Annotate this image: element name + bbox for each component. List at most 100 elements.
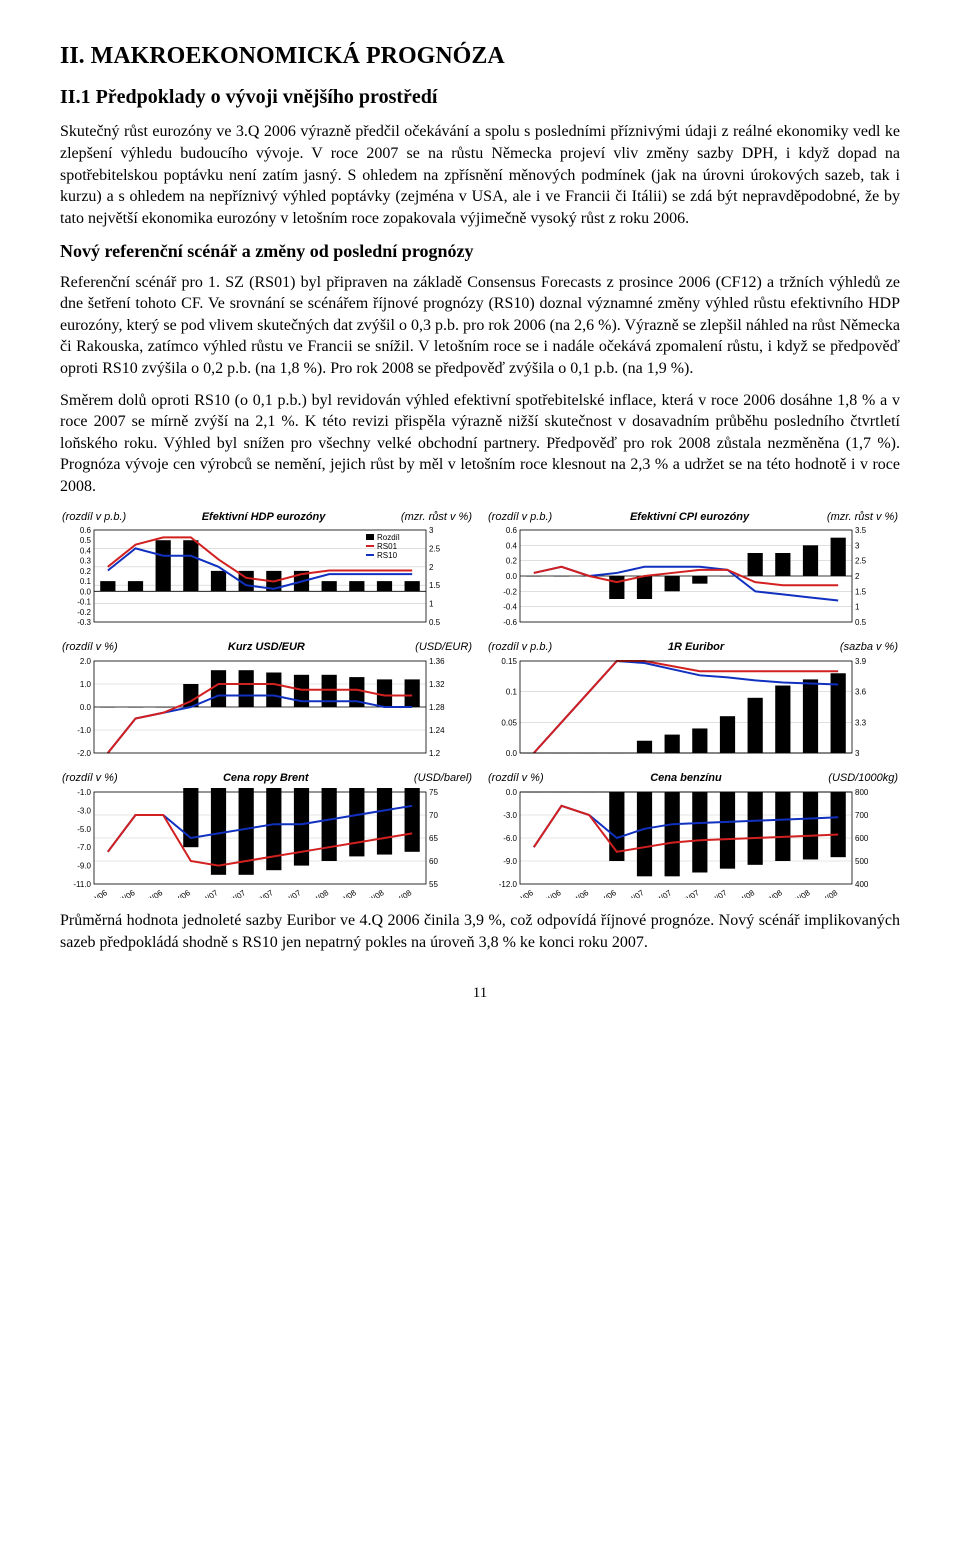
bar bbox=[156, 707, 171, 708]
bar bbox=[211, 670, 226, 707]
bar bbox=[156, 541, 171, 592]
svg-text:I/06: I/06 bbox=[519, 888, 536, 898]
svg-text:0.15: 0.15 bbox=[501, 657, 517, 666]
svg-text:III/07: III/07 bbox=[681, 888, 701, 898]
chart-title: Kurz USD/EUR bbox=[118, 640, 416, 655]
chart-right-label: (mzr. růst v %) bbox=[401, 510, 472, 525]
svg-text:RS01: RS01 bbox=[377, 542, 398, 551]
svg-text:-0.2: -0.2 bbox=[503, 588, 517, 597]
svg-text:-9.0: -9.0 bbox=[77, 862, 91, 871]
chart-right-label: (USD/1000kg) bbox=[828, 771, 898, 786]
bar bbox=[349, 788, 364, 856]
svg-text:500: 500 bbox=[855, 857, 869, 866]
line-rs10 bbox=[108, 806, 412, 852]
svg-text:2.0: 2.0 bbox=[80, 657, 92, 666]
svg-text:75: 75 bbox=[429, 788, 438, 797]
svg-text:700: 700 bbox=[855, 811, 869, 820]
chart-title: Cena benzínu bbox=[544, 771, 829, 786]
bar bbox=[803, 792, 818, 859]
svg-text:0.5: 0.5 bbox=[855, 618, 867, 627]
bar bbox=[692, 792, 707, 873]
svg-text:0.6: 0.6 bbox=[506, 526, 518, 535]
chart-benzin: (rozdíl v %)Cena benzínu(USD/1000kg)-12-… bbox=[486, 771, 900, 898]
chart-title: Efektivní CPI eurozóny bbox=[552, 510, 827, 525]
svg-text:0.5: 0.5 bbox=[80, 537, 92, 546]
bar bbox=[748, 792, 763, 865]
svg-text:-5.0: -5.0 bbox=[77, 825, 91, 834]
svg-text:1.32: 1.32 bbox=[429, 680, 445, 689]
svg-text:-6.0: -6.0 bbox=[503, 834, 517, 843]
svg-text:600: 600 bbox=[855, 834, 869, 843]
bar bbox=[526, 576, 541, 577]
svg-text:-3.0: -3.0 bbox=[503, 811, 517, 820]
svg-text:IV/08: IV/08 bbox=[819, 888, 840, 898]
svg-text:II/07: II/07 bbox=[229, 888, 247, 898]
svg-text:0.1: 0.1 bbox=[80, 578, 92, 587]
svg-text:-12.0: -12.0 bbox=[499, 880, 518, 889]
bar bbox=[322, 582, 337, 592]
svg-text:65: 65 bbox=[429, 834, 438, 843]
svg-text:60: 60 bbox=[429, 857, 438, 866]
chart-right-label: (USD/EUR) bbox=[415, 640, 472, 655]
svg-text:3.9: 3.9 bbox=[855, 657, 867, 666]
bar bbox=[377, 788, 392, 855]
bar bbox=[775, 553, 790, 576]
bar bbox=[211, 571, 226, 591]
svg-text:400: 400 bbox=[855, 880, 869, 889]
chart-title: 1R Euribor bbox=[552, 640, 840, 655]
svg-text:III/08: III/08 bbox=[366, 888, 386, 898]
chart-svg: -0.3-0.2-0.100.10.20.30.40.50.60.511.522… bbox=[60, 526, 460, 636]
bar bbox=[405, 788, 420, 852]
chart-svg: -2-10121.21.241.281.321.36-2.0-1.00.01.0… bbox=[60, 657, 460, 767]
bar bbox=[665, 735, 680, 753]
bar bbox=[377, 680, 392, 708]
svg-text:800: 800 bbox=[855, 788, 869, 797]
bar bbox=[748, 698, 763, 753]
svg-text:0.2: 0.2 bbox=[506, 557, 518, 566]
line-rs10 bbox=[534, 661, 838, 753]
svg-text:1.36: 1.36 bbox=[429, 657, 445, 666]
svg-text:III/07: III/07 bbox=[255, 888, 275, 898]
svg-text:1.28: 1.28 bbox=[429, 703, 445, 712]
svg-text:1.0: 1.0 bbox=[80, 680, 92, 689]
svg-text:IV/07: IV/07 bbox=[282, 888, 303, 898]
svg-text:2.5: 2.5 bbox=[429, 545, 441, 554]
line-rs01 bbox=[108, 815, 412, 866]
svg-text:3.6: 3.6 bbox=[855, 688, 867, 697]
svg-text:III/06: III/06 bbox=[571, 888, 591, 898]
svg-text:0.3: 0.3 bbox=[80, 557, 92, 566]
chart-brent: (rozdíl v %)Cena ropy Brent(USD/barel)-1… bbox=[60, 771, 474, 898]
chart-usd: (rozdíl v %)Kurz USD/EUR(USD/EUR)-2-1012… bbox=[60, 640, 474, 767]
svg-text:II/07: II/07 bbox=[655, 888, 673, 898]
svg-text:-0.2: -0.2 bbox=[77, 608, 91, 617]
bar bbox=[183, 541, 198, 592]
bar bbox=[100, 707, 115, 708]
svg-text:-11.0: -11.0 bbox=[73, 880, 91, 889]
chart-svg: 00.050.10.1533.33.63.90.00.050.10.15 bbox=[486, 657, 886, 767]
bar bbox=[239, 670, 254, 707]
bar bbox=[211, 788, 226, 875]
chart-right-label: (mzr. růst v %) bbox=[827, 510, 898, 525]
line-rs10 bbox=[108, 696, 412, 754]
bar bbox=[322, 788, 337, 861]
chart-gdp: (rozdíl v p.b.)Efektivní HDP eurozóny(mz… bbox=[60, 510, 474, 637]
chart-cpi: (rozdíl v p.b.)Efektivní CPI eurozóny(mz… bbox=[486, 510, 900, 637]
bar bbox=[637, 741, 652, 753]
chart-right-label: (USD/barel) bbox=[414, 771, 472, 786]
svg-text:1: 1 bbox=[429, 600, 434, 609]
chart-title: Cena ropy Brent bbox=[118, 771, 414, 786]
bar bbox=[692, 576, 707, 584]
paragraph-2: Referenční scénář pro 1. SZ (RS01) byl p… bbox=[60, 272, 900, 380]
chart-left-label: (rozdíl v p.b.) bbox=[488, 640, 552, 655]
svg-text:I/07: I/07 bbox=[204, 888, 221, 898]
paragraph-3: Směrem dolů oproti RS10 (o 0,1 p.b.) byl… bbox=[60, 390, 900, 498]
bar bbox=[294, 788, 309, 866]
svg-text:Rozdíl: Rozdíl bbox=[377, 533, 400, 542]
svg-text:IV/08: IV/08 bbox=[393, 888, 414, 898]
svg-text:0.0: 0.0 bbox=[80, 588, 92, 597]
bar bbox=[775, 792, 790, 861]
svg-text:-1.0: -1.0 bbox=[77, 726, 91, 735]
svg-text:0.05: 0.05 bbox=[501, 719, 517, 728]
chart-left-label: (rozdíl v p.b.) bbox=[62, 510, 126, 525]
subsection-heading: II.1 Předpoklady o vývoji vnějšího prost… bbox=[60, 84, 900, 111]
